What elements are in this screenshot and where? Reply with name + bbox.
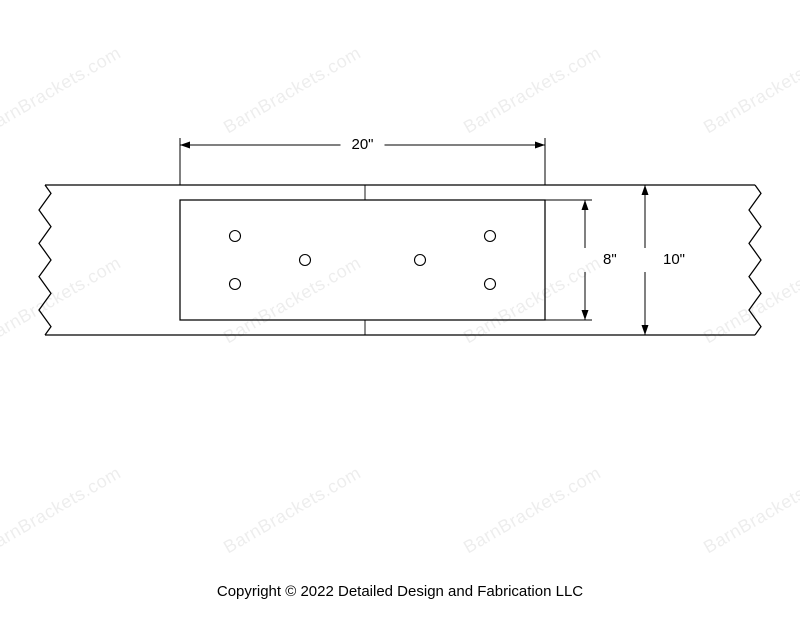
bolt-hole-0 [230,231,241,242]
dim-arrow [535,142,545,149]
dim-arrow [582,310,589,320]
bolt-hole-3 [415,255,426,266]
break-mark-right [749,185,761,335]
bolt-hole-4 [485,231,496,242]
dim-label-20: 20" [351,136,373,153]
bolt-hole-5 [485,279,496,290]
dim-label-8: 8" [603,251,617,268]
dim-arrow [642,325,649,335]
dim-arrow [642,185,649,195]
dimension-drawing: 20" 8" 10" [0,0,800,618]
dim-arrow [582,200,589,210]
bolt-hole-1 [230,279,241,290]
dim-arrow [180,142,190,149]
plate-rect [180,200,545,320]
copyright-text: Copyright © 2022 Detailed Design and Fab… [0,583,800,600]
bolt-hole-2 [300,255,311,266]
break-mark-left [39,185,51,335]
dim-label-10: 10" [663,251,685,268]
